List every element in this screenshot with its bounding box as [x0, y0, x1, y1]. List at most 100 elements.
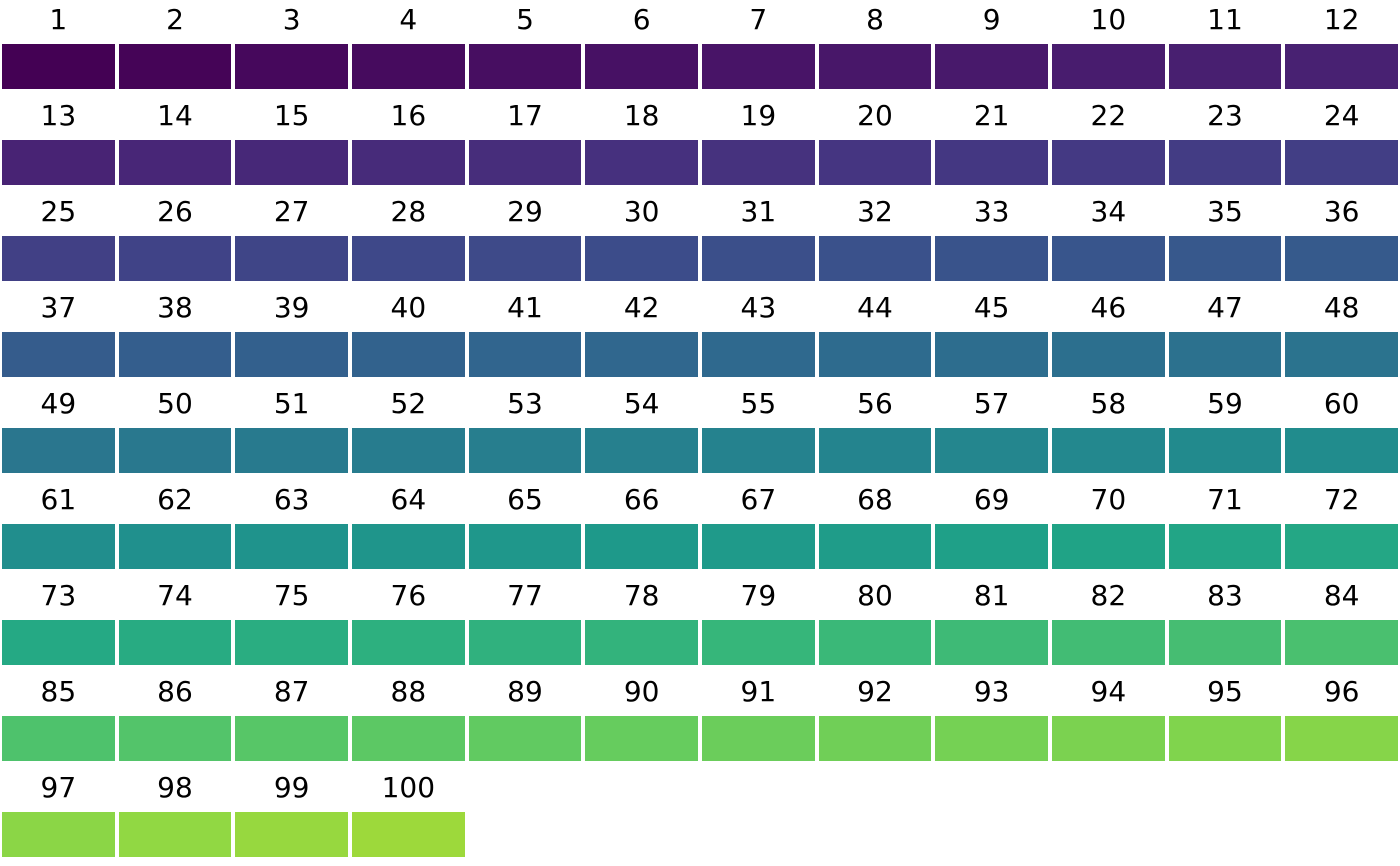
swatch-label: 38 [157, 291, 193, 324]
swatch-color-block [2, 332, 115, 377]
swatch-23: 23 [1167, 96, 1284, 192]
swatch-39: 39 [233, 288, 350, 384]
swatch-color-block [585, 716, 698, 761]
swatch-17: 17 [467, 96, 584, 192]
swatch-15: 15 [233, 96, 350, 192]
swatch-24: 24 [1283, 96, 1400, 192]
swatch-label: 23 [1207, 99, 1243, 132]
swatch-label: 33 [973, 195, 1010, 228]
swatch-92: 92 [817, 672, 934, 768]
swatch-label: 63 [273, 483, 310, 516]
swatch-5: 5 [467, 0, 584, 96]
swatch-62: 62 [117, 480, 234, 576]
swatch-6: 6 [583, 0, 700, 96]
swatch-95: 95 [1167, 672, 1284, 768]
swatch-label: 68 [857, 483, 893, 516]
swatch-color-block [352, 428, 465, 473]
swatch-color-block [352, 332, 465, 377]
swatch-70: 70 [1050, 480, 1167, 576]
swatch-97: 97 [0, 768, 117, 864]
swatch-11: 11 [1167, 0, 1284, 96]
swatch-label: 54 [623, 387, 660, 420]
swatch-label: 17 [507, 99, 543, 132]
swatch-color-block [468, 236, 582, 281]
swatch-64: 64 [350, 480, 467, 576]
swatch-35: 35 [1167, 192, 1284, 288]
swatch-color-block [935, 620, 1048, 665]
swatch-color-block [1168, 524, 1282, 569]
swatch-label: 4 [399, 3, 418, 36]
swatch-41: 41 [467, 288, 584, 384]
swatch-color-block [118, 524, 232, 569]
swatch-label: 12 [1323, 3, 1360, 36]
swatch-90: 90 [583, 672, 700, 768]
swatch-20: 20 [817, 96, 934, 192]
swatch-2: 2 [117, 0, 234, 96]
swatch-label: 10 [1090, 3, 1127, 36]
swatch-27: 27 [233, 192, 350, 288]
swatch-19: 19 [700, 96, 817, 192]
swatch-12: 12 [1283, 0, 1400, 96]
swatch-color-block [235, 140, 348, 185]
swatch-60: 60 [1283, 384, 1400, 480]
swatch-color-block [235, 524, 348, 569]
swatch-79: 79 [700, 576, 817, 672]
swatch-32: 32 [817, 192, 934, 288]
swatch-42: 42 [583, 288, 700, 384]
swatch-color-block [118, 812, 232, 857]
swatch-16: 16 [350, 96, 467, 192]
swatch-label: 65 [507, 483, 543, 516]
swatch-color-block [468, 716, 582, 761]
swatch-76: 76 [350, 576, 467, 672]
swatch-label: 92 [857, 675, 893, 708]
swatch-color-block [235, 44, 348, 89]
swatch-color-block [118, 716, 232, 761]
swatch-color-block [1168, 716, 1282, 761]
swatch-label: 69 [973, 483, 1010, 516]
swatch-66: 66 [583, 480, 700, 576]
swatch-color-block [818, 620, 932, 665]
swatch-30: 30 [583, 192, 700, 288]
swatch-label: 47 [1207, 291, 1243, 324]
swatch-color-block [2, 140, 115, 185]
swatch-color-block [702, 428, 815, 473]
swatch-51: 51 [233, 384, 350, 480]
swatch-label: 2 [166, 3, 184, 36]
swatch-label: 73 [40, 579, 77, 612]
swatch-color-block [1168, 620, 1282, 665]
swatch-33: 33 [933, 192, 1050, 288]
swatch-label: 97 [40, 771, 77, 804]
swatch-label: 52 [390, 387, 427, 420]
swatch-45: 45 [933, 288, 1050, 384]
swatch-color-block [118, 236, 232, 281]
swatch-78: 78 [583, 576, 700, 672]
swatch-label: 27 [273, 195, 310, 228]
swatch-color-block [2, 716, 115, 761]
swatch-label: 3 [282, 3, 301, 36]
swatch-55: 55 [700, 384, 817, 480]
swatch-color-block [818, 716, 932, 761]
swatch-label: 1 [49, 3, 68, 36]
swatch-label: 71 [1207, 483, 1243, 516]
swatch-label: 18 [623, 99, 660, 132]
swatch-label: 7 [749, 3, 768, 36]
swatch-88: 88 [350, 672, 467, 768]
swatch-color-block [1285, 332, 1398, 377]
swatch-label: 26 [157, 195, 193, 228]
swatch-label: 60 [1323, 387, 1360, 420]
swatch-color-block [702, 332, 815, 377]
swatch-color-block [935, 236, 1048, 281]
swatch-label: 20 [857, 99, 893, 132]
swatch-color-block [235, 620, 348, 665]
swatch-21: 21 [933, 96, 1050, 192]
swatch-99: 99 [233, 768, 350, 864]
swatch-label: 90 [623, 675, 660, 708]
swatch-color-block [1052, 620, 1165, 665]
swatch-color-block [702, 620, 815, 665]
swatch-label: 44 [857, 291, 893, 324]
swatch-48: 48 [1283, 288, 1400, 384]
swatch-label: 45 [973, 291, 1010, 324]
swatch-50: 50 [117, 384, 234, 480]
swatch-label: 25 [40, 195, 77, 228]
